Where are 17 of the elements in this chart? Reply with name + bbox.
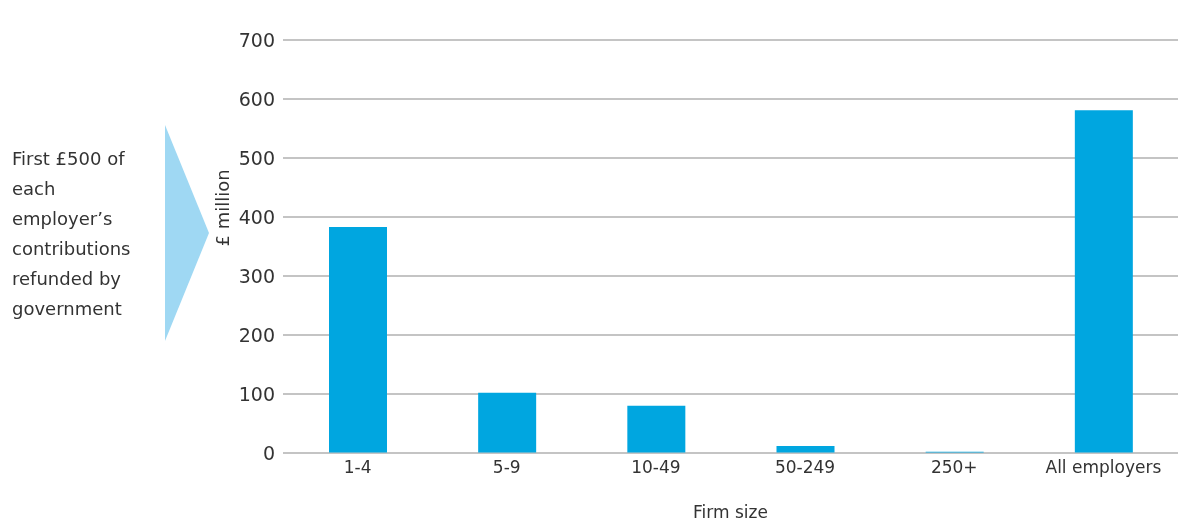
y-tick-label: 200 bbox=[238, 323, 275, 346]
y-tick-label: 700 bbox=[238, 28, 275, 51]
x-axis-title: Firm size bbox=[693, 502, 768, 522]
x-tick-label: 5-9 bbox=[492, 457, 521, 478]
x-tick-label: 50-249 bbox=[774, 457, 836, 478]
y-tick-label: 400 bbox=[238, 205, 275, 228]
y-tick-label: 100 bbox=[238, 382, 275, 405]
x-tick-label: 1-4 bbox=[343, 457, 372, 478]
y-axis-title: £ million bbox=[212, 169, 234, 247]
text: First £500 of each employer’s contributions refunded by government bbox=[12, 147, 132, 321]
x-tick-label: All employers bbox=[1045, 457, 1162, 478]
y-tick-label: 500 bbox=[238, 146, 275, 169]
y-tick-label: 0 bbox=[262, 441, 275, 464]
x-tick-label: 10-49 bbox=[631, 457, 681, 478]
y-tick-label: 300 bbox=[238, 264, 275, 287]
x-tick-label: 250+ bbox=[930, 457, 978, 478]
y-tick-label: 600 bbox=[238, 87, 275, 110]
